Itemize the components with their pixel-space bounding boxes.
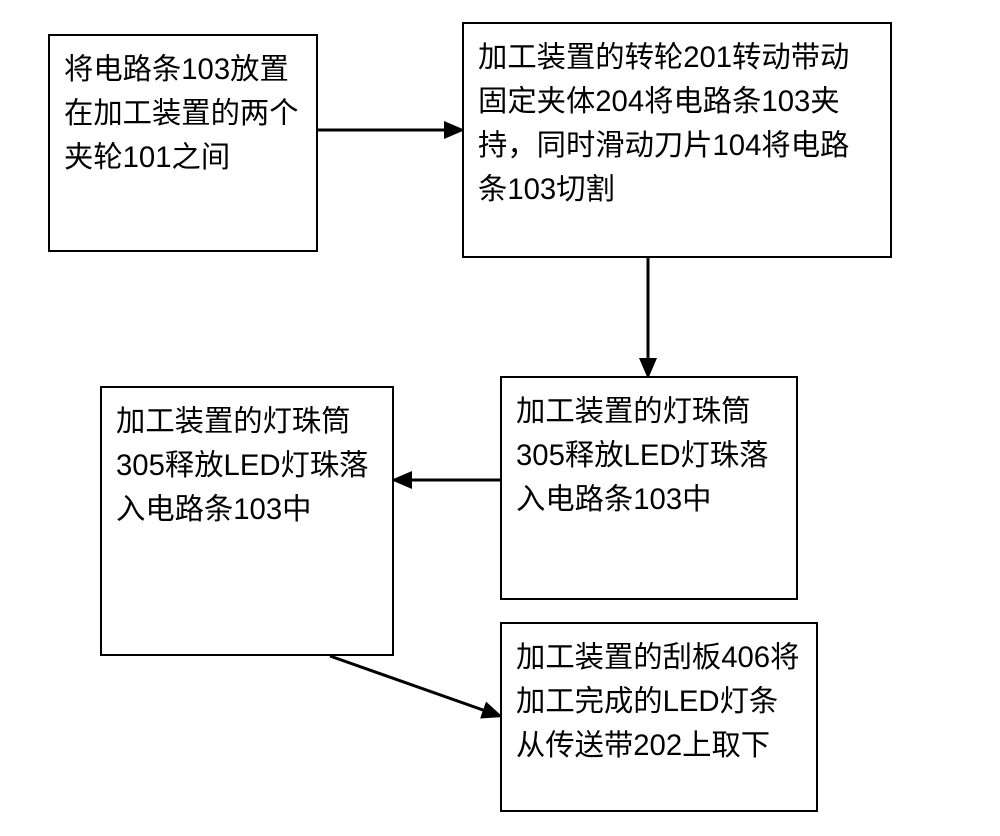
flow-node-n2: 加工装置的转轮201转动带动固定夹体204将电路条103夹持，同时滑动刀片104… <box>462 22 892 258</box>
flow-node-n3: 加工装置的灯珠筒305释放LED灯珠落入电路条103中 <box>500 376 798 600</box>
flow-node-n1: 将电路条103放置在加工装置的两个夹轮101之间 <box>48 34 318 252</box>
flow-edge-3 <box>330 656 500 716</box>
flowchart-canvas: 将电路条103放置在加工装置的两个夹轮101之间加工装置的转轮201转动带动固定… <box>0 0 1000 836</box>
flow-node-n4: 加工装置的灯珠筒305释放LED灯珠落入电路条103中 <box>100 386 394 656</box>
flow-node-n5: 加工装置的刮板406将加工完成的LED灯条从传送带202上取下 <box>500 622 818 812</box>
